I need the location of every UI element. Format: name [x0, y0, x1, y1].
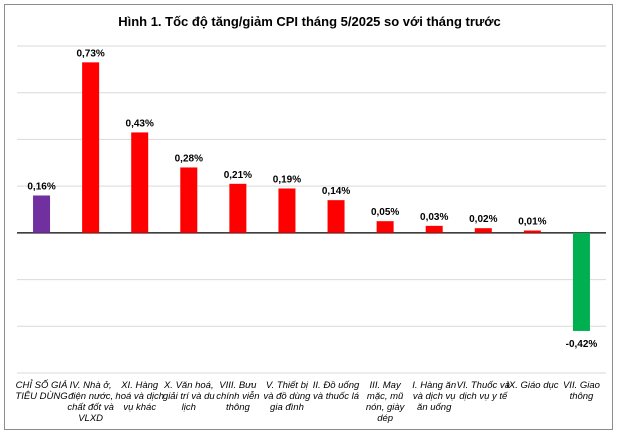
category-label: IV. Nhà ở, điện nước, chất đốt và VLXD	[67, 380, 114, 424]
data-label: 0,03%	[420, 212, 448, 223]
chart-title: Hình 1. Tốc độ tăng/giảm CPI tháng 5/202…	[118, 14, 501, 29]
category-label: V. Thiết bị và đồ dùng gia đình	[263, 380, 311, 413]
bar	[425, 225, 443, 233]
data-label: 0,73%	[76, 48, 104, 59]
data-label: 0,05%	[371, 207, 399, 218]
bar	[33, 195, 51, 233]
bar	[229, 183, 247, 233]
data-label: 0,43%	[126, 118, 154, 129]
category-label: II. Đồ uống và thuốc lá	[312, 380, 360, 402]
category-label: CHỈ SỐ GIÁ TIÊU DÙNG	[15, 380, 68, 402]
category-label: IX. Giáo dục	[506, 380, 559, 391]
chart-frame	[4, 4, 613, 430]
bar	[572, 232, 590, 331]
bar	[180, 167, 198, 233]
data-label: 0,19%	[273, 174, 301, 185]
data-label: -0,42%	[566, 339, 598, 350]
data-label: 0,16%	[27, 181, 55, 192]
category-label: XI. Hàng hoá và dịch vụ khác	[115, 380, 164, 413]
bar	[376, 221, 394, 233]
bar	[82, 62, 100, 233]
category-label: III. May mặc, mũ nón, giày dép	[365, 380, 405, 424]
bar	[278, 188, 296, 233]
data-label: 0,14%	[322, 186, 350, 197]
data-label: 0,21%	[224, 170, 252, 181]
category-label: I. Hàng ăn và dịch vụ ăn uống	[412, 380, 457, 413]
data-label: 0,02%	[469, 214, 497, 225]
bar	[327, 200, 345, 233]
data-label: 0,01%	[518, 217, 546, 228]
bar	[131, 132, 149, 233]
category-label: VII. Giao thông	[562, 380, 600, 402]
category-label: X. Văn hoá, giải trí và du lịch	[162, 380, 215, 413]
bar	[474, 228, 492, 233]
data-label: 0,28%	[175, 153, 203, 164]
category-label: VIII. Bưu chính viễn thông	[216, 380, 260, 413]
category-label: VI. Thuốc và dịch vụ y tế	[456, 380, 510, 402]
bar	[523, 230, 541, 233]
